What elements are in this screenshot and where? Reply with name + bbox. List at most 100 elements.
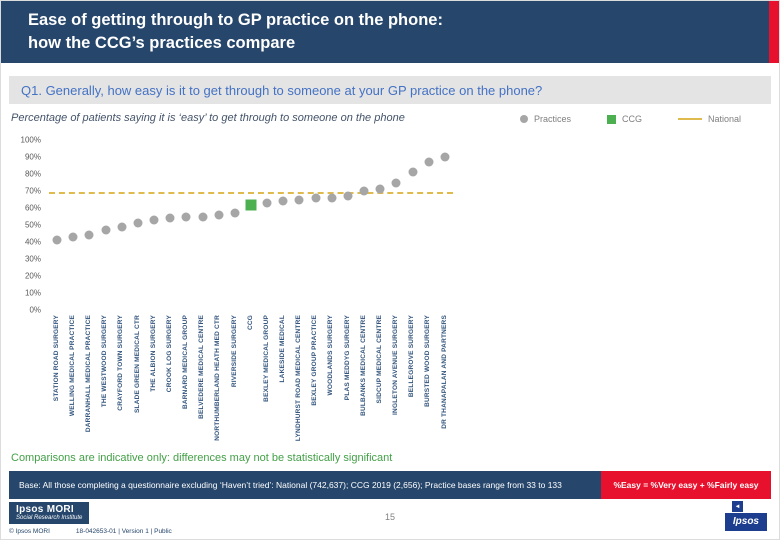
x-axis-label: SIDCUP MEDICAL CENTRE [375,315,383,404]
x-axis-label-cell: BELVEDERE MEDICAL CENTRE [194,315,210,419]
y-axis-tick: 100% [20,135,41,145]
x-axis-label: CCG [246,315,254,331]
x-axis-label-cell: CCG [243,315,259,330]
x-axis-label-cell: PLAS MEDDYG SURGERY [340,315,356,400]
x-axis-label: NORTHUMBERLAND HEATH MED CTR [214,315,222,441]
y-axis-tick: 80% [24,169,41,179]
x-axis-label-cell: CRAYFORD TOWN SURGERY [114,315,130,411]
x-axis-label-cell: DR THANAPALAN AND PARTNERS [437,315,453,429]
chart-header: Percentage of patients saying it is ‘eas… [9,112,771,130]
page-title-line1: Ease of getting through to GP practice o… [28,11,443,29]
doc-reference: 18-042653-01 | Version 1 | Public [75,528,172,535]
x-axis-label: WOODLANDS SURGERY [327,315,335,396]
national-line-icon [677,118,702,120]
x-axis: STATION ROAD SURGERY WELLING MEDICAL PRAC… [9,310,771,450]
x-axis-label-cell: BEXLEY GROUP PRACTICE [308,315,324,406]
ipsos-logo: ◄ Ipsos [724,501,767,531]
slide-header: Ease of getting through to GP practice o… [1,1,779,63]
practice-marker [294,195,304,204]
x-axis-label: WELLING MEDICAL PRACTICE [68,315,76,417]
x-axis-label-cell: NORTHUMBERLAND HEATH MED CTR [211,315,227,441]
x-axis-label-cell: CROOK LOG SURGERY [162,315,178,392]
x-axis-label: DARRANHALL MEDICAL PRACTICE [85,315,93,433]
y-axis-tick: 10% [24,288,41,298]
practice-marker [440,152,450,162]
ipsos-arrow-icon: ◄ [732,501,743,512]
x-axis-label: CRAYFORD TOWN SURGERY [117,315,125,411]
x-axis-spacer [9,310,49,450]
comparison-note: Comparisons are indicative only: differe… [11,452,393,464]
legend-label-ccg: CCG [621,114,642,124]
x-axis-label-cell: WOODLANDS SURGERY [324,315,340,395]
practice-marker [262,198,272,208]
y-axis-tick: 30% [24,254,41,264]
y-axis-tick: 90% [24,152,41,162]
practice-marker [375,184,385,194]
practice-marker [133,218,143,228]
y-axis-tick: 60% [24,203,41,213]
x-axis-label-cell: LYNDHURST ROAD MEDICAL CENTRE [291,315,307,441]
x-axis-label: BELLEGROVE SURGERY [408,315,416,398]
x-axis-label-cell: BURSTED WOOD SURGERY [421,315,437,407]
ipsos-mori-logo: Ipsos MORI Social Research Institute [9,502,90,524]
question-bar: Q1. Generally, how easy is it to get thr… [9,76,771,104]
practice-marker [278,196,288,206]
practice-marker [117,222,127,232]
x-axis-label: BEXLEY MEDICAL GROUP [262,315,270,402]
ccg-marker [245,199,257,211]
x-axis-label: CROOK LOG SURGERY [165,315,173,393]
question-text: Q1. Generally, how easy is it to get thr… [21,82,543,98]
x-axis-label: BULBANKS MEDICAL CENTRE [359,315,367,416]
easy-definition: %Easy = %Very easy + %Fairly easy [601,471,771,499]
x-axis-label-cell: SIDCUP MEDICAL CENTRE [372,315,388,403]
legend-item-national: National [677,114,741,124]
x-axis-label-cell: BELLEGROVE SURGERY [404,315,420,397]
x-axis-label: BELVEDERE MEDICAL CENTRE [198,315,206,419]
copyright-row: © Ipsos MORI 18-042653-01 | Version 1 | … [9,528,172,535]
chart: Percentage of patients saying it is ‘eas… [9,112,771,450]
x-axis-label: BURSTED WOOD SURGERY [424,315,432,407]
footer-band: Base: All those completing a questionnai… [9,471,771,499]
y-axis-tick: 40% [24,237,41,247]
base-text: Base: All those completing a questionnai… [9,471,601,499]
x-axis-label: STATION ROAD SURGERY [52,315,60,402]
x-axis-label-cell: BULBANKS MEDICAL CENTRE [356,315,372,416]
x-axis-label: SLADE GREEN MEDICAL CTR [133,315,141,414]
x-axis-label-cell: BARNARD MEDICAL GROUP [178,315,194,409]
practice-marker [68,232,78,242]
legend-item-ccg: CCG [606,114,642,124]
x-axis-label-cell: SLADE GREEN MEDICAL CTR [130,315,146,413]
bottom-footer: Ipsos MORI Social Research Institute © I… [1,499,779,539]
y-axis-tick: 20% [24,271,41,281]
x-axis-label-cell: RIVERSIDE SURGERY [227,315,243,387]
x-axis-label-cell: INGLETON AVENUE SURGERY [388,315,404,415]
y-axis-tick: 70% [24,186,41,196]
page-title: Ease of getting through to GP practice o… [1,1,769,63]
practice-marker [149,215,159,225]
x-axis-label: BEXLEY GROUP PRACTICE [311,315,319,406]
practice-marker [408,167,418,177]
plot-row: 100% 90% 80% 70% 60% 50% 40% 30% 20% 10% 0% [9,136,771,315]
red-accent-bar [769,1,779,63]
x-axis-label: LAKESIDE MEDICAL [279,315,287,383]
x-axis-label: DR THANAPALAN AND PARTNERS [440,315,448,429]
x-axis-labels: STATION ROAD SURGERY WELLING MEDICAL PRAC… [49,310,453,450]
ccg-square-icon [606,114,616,124]
page-title-line2: how the CCG’s practices compare [28,34,296,53]
national-average-line [49,192,453,195]
ipsos-mori-logo-subtitle: Social Research Institute [16,515,83,521]
legend-item-practices: Practices [519,114,571,124]
practice-marker [359,186,369,196]
page-number: 15 [384,512,396,522]
practice-marker [101,225,111,235]
x-axis-label: PLAS MEDDYG SURGERY [343,315,351,401]
practice-marker [165,213,175,223]
x-axis-label-cell: BEXLEY MEDICAL GROUP [259,315,275,402]
y-axis-tick: 0% [29,305,41,315]
ipsos-logo-text: Ipsos [724,513,767,531]
x-axis-label: THE WESTWOOD SURGERY [101,315,109,408]
practice-marker [327,193,337,203]
practice-marker [181,212,191,221]
plot-area [49,140,453,310]
